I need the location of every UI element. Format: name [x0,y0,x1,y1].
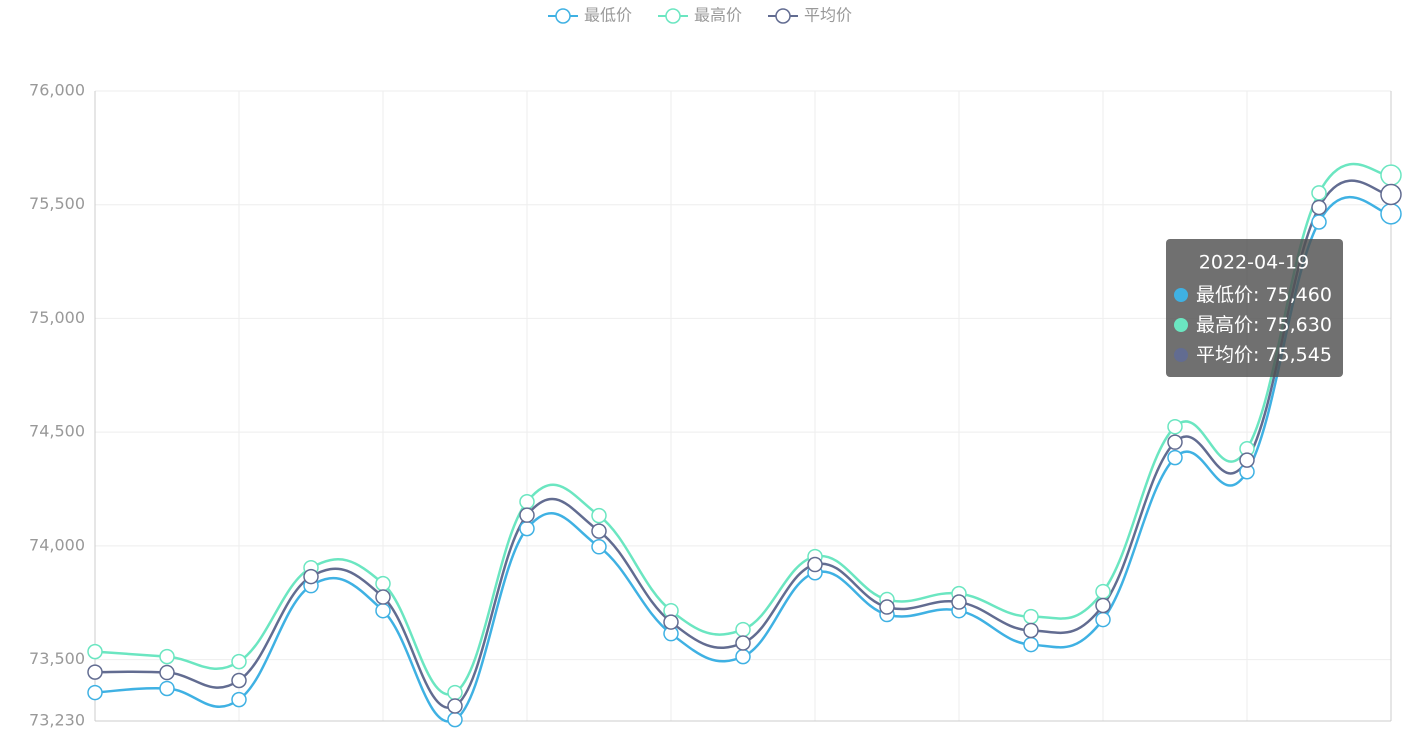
tooltip-dot [1174,318,1188,332]
data-point [303,568,319,585]
tooltip-name: 最高价 [1196,314,1253,336]
data-point [879,599,895,615]
tooltip-sep: : [1253,314,1265,336]
data-point [1095,597,1111,614]
data-point [1311,214,1327,230]
data-point [1380,203,1402,225]
data-point [1167,434,1183,450]
data-point [519,520,535,537]
tooltip-row: 最低价: 75,460 [1196,284,1332,306]
series-line [94,179,1392,710]
data-point [1023,622,1039,639]
data-point [159,680,175,697]
data-point [159,664,175,681]
y-tick-label: 74,000 [29,535,85,554]
data-point [447,711,463,728]
tooltip: 2022-04-19 最低价: 75,460 最高价: 75,630 平均价: 75,… [1166,239,1343,377]
data-point [1023,636,1039,653]
legend-label: 最低价 [584,6,632,25]
y-tick-label: 75,000 [29,308,85,327]
data-point [447,684,463,701]
tooltip-sep: : [1253,344,1265,366]
tooltip-dot [1174,348,1188,362]
tooltip-row: 平均价: 75,545 [1196,344,1332,366]
data-point [1095,611,1111,628]
data-point [231,672,247,689]
legend-marker [775,8,791,24]
data-point [1239,452,1255,468]
data-point [1167,418,1183,435]
y-tick-label: 76,000 [29,81,85,100]
data-point [735,621,751,638]
data-point [807,556,823,573]
data-point [735,635,751,651]
data-point [1167,449,1183,466]
data-point [375,589,391,605]
data-point [87,643,103,660]
data-point [1380,164,1402,186]
tooltip-title: 2022-04-19 [1199,252,1309,274]
data-point [591,539,607,555]
tooltip-name: 平均价 [1196,344,1253,366]
data-point [231,691,247,708]
data-point [1023,608,1039,625]
data-point [87,684,103,701]
tooltip-value: 75,630 [1265,314,1331,336]
data-point [519,494,535,510]
data-point [1380,183,1402,206]
y-tick-label: 74,500 [29,422,85,441]
data-point [447,698,463,714]
tooltip-value: 75,460 [1265,284,1331,306]
data-point [591,507,607,524]
tooltip-value: 75,545 [1265,344,1331,366]
tooltip-name: 最低价 [1196,284,1253,306]
tooltip-row: 最高价: 75,630 [1196,314,1332,336]
data-point [663,614,679,630]
data-point [159,648,175,665]
tooltip-dot [1174,288,1188,302]
legend-marker [555,8,571,24]
data-point [87,664,103,680]
data-point [735,648,751,665]
data-point [375,575,391,592]
tooltip-sep: : [1253,284,1265,306]
series-line [94,162,1392,696]
data-point [231,653,247,670]
legend-label: 平均价 [804,6,852,25]
tooltip-box [1166,239,1343,377]
data-point [375,602,391,619]
y-tick-label: 73,230 [29,711,85,730]
data-point [1095,583,1111,600]
legend-label: 最高价 [694,6,742,25]
data-point [1311,185,1327,201]
data-point [1311,199,1327,216]
legend-marker [665,8,681,24]
data-point [519,507,535,523]
y-tick-label: 73,500 [29,649,85,668]
series-line [94,196,1392,723]
data-point [951,594,967,610]
y-tick-label: 75,500 [29,194,85,213]
data-point [591,523,607,539]
